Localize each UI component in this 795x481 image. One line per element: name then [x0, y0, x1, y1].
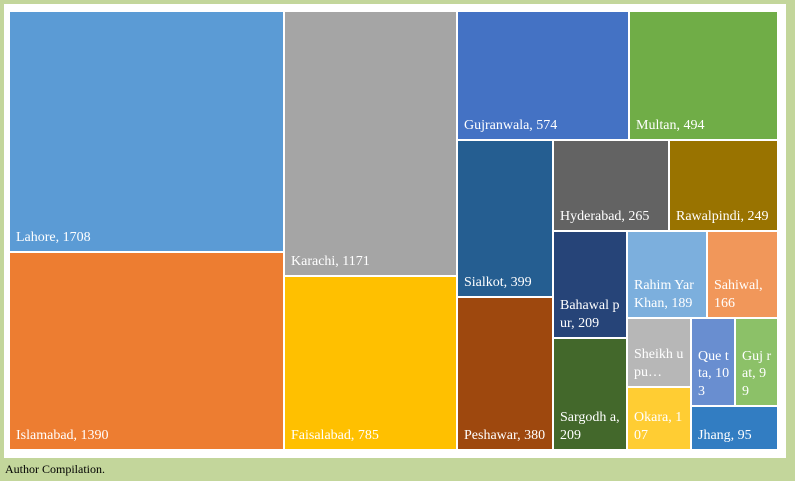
- treemap-tile-label: Karachi, 1171: [291, 253, 370, 269]
- treemap-tile-label: Rahim Yar Khan, 189: [634, 278, 694, 311]
- figure-caption: Author Compilation.: [5, 462, 105, 476]
- treemap-tile-sahiwal: Sahiwal, 166: [708, 232, 777, 317]
- treemap-tile-islamabad: Islamabad, 1390: [10, 253, 283, 449]
- treemap-tile-label: Sheikh upu…: [634, 347, 684, 380]
- treemap-tile-rawalpindi: Rawalpindi, 249: [670, 141, 777, 230]
- treemap-tile-sargodha: Sargodh a, 209: [554, 339, 626, 449]
- treemap-tile-sheikhupura: Sheikh upu…: [628, 319, 690, 386]
- treemap-tile-okara: Okara, 107: [628, 388, 690, 449]
- treemap-tile-label: Peshawar, 380: [464, 427, 546, 443]
- treemap-tile-gujranwala: Gujranwala, 574: [458, 12, 628, 139]
- treemap-tile-bahawalpur: Bahawal pur, 209: [554, 232, 626, 337]
- treemap-tile-label: Okara, 107: [634, 410, 683, 443]
- treemap-tile-label: Sialkot, 399: [464, 274, 532, 290]
- treemap-tile-gujrat: Guj rat, 99: [736, 319, 777, 405]
- chart-frame: Lahore, 1708 Islamabad, 1390 Karachi, 1171…: [4, 4, 786, 458]
- treemap-tile-label: Sahiwal, 166: [714, 278, 763, 311]
- treemap-tile-faisalabad: Faisalabad, 785: [285, 277, 456, 449]
- treemap-tile-jhang: Jhang, 95: [692, 407, 777, 449]
- treemap-tile-peshawar: Peshawar, 380: [458, 298, 552, 449]
- treemap-tile-label: Jhang, 95: [698, 427, 752, 443]
- treemap-tile-label: Gujranwala, 574: [464, 117, 558, 133]
- treemap-tile-label: Que tta, 103: [698, 348, 730, 399]
- treemap-tile-label: Multan, 494: [636, 117, 705, 133]
- treemap-tile-multan: Multan, 494: [630, 12, 777, 139]
- treemap-chart: Lahore, 1708 Islamabad, 1390 Karachi, 1171…: [4, 4, 786, 458]
- treemap-tile-sialkot: Sialkot, 399: [458, 141, 552, 296]
- treemap-tile-rahim-yar-khan: Rahim Yar Khan, 189: [628, 232, 706, 317]
- treemap-tile-label: Bahawal pur, 209: [560, 298, 620, 331]
- treemap-tile-label: Guj rat, 99: [742, 348, 772, 399]
- treemap-tile-hyderabad: Hyderabad, 265: [554, 141, 668, 230]
- treemap-tile-label: Hyderabad, 265: [560, 208, 650, 224]
- treemap-tile-lahore: Lahore, 1708: [10, 12, 283, 251]
- treemap-tile-label: Sargodh a, 209: [560, 410, 620, 443]
- treemap-tile-label: Islamabad, 1390: [16, 427, 109, 443]
- treemap-tile-quetta: Que tta, 103: [692, 319, 734, 405]
- treemap-tile-label: Rawalpindi, 249: [676, 208, 769, 224]
- treemap-tile-label: Lahore, 1708: [16, 229, 91, 245]
- treemap-tile-label: Faisalabad, 785: [291, 427, 379, 443]
- treemap-tile-karachi: Karachi, 1171: [285, 12, 456, 275]
